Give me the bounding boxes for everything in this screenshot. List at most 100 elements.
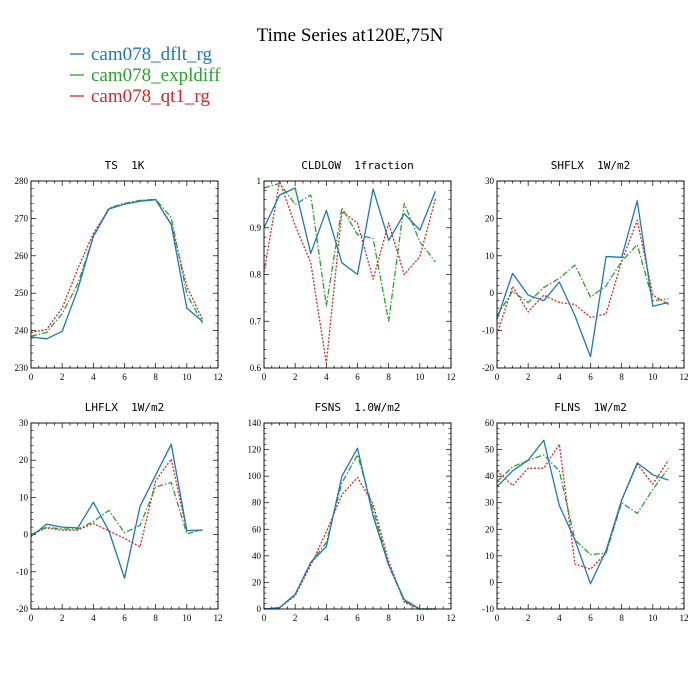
legend: cam078_dflt_rg cam078_expldiff cam078_qt… — [70, 44, 221, 107]
series-line-cam078_expldiff — [30, 481, 203, 536]
x-tick-label: 10 — [648, 372, 658, 382]
x-tick-label: 6 — [588, 372, 593, 382]
x-tick-label: 8 — [386, 372, 391, 382]
series-line-cam078_qt1_rg — [263, 180, 437, 364]
y-tick-label: 30 — [485, 498, 495, 508]
y-tick-label: -10 — [16, 567, 28, 577]
panel-0: TS 1K 0 2 4 6 8 10 12 230 240 250 260 270 280 — [15, 159, 223, 382]
x-tick-label: 12 — [447, 613, 456, 623]
y-tick-label: 240 — [15, 326, 29, 336]
legend-label-1: cam078_expldiff — [91, 65, 221, 86]
plot-frame — [263, 180, 452, 369]
x-tick-label: 10 — [182, 613, 192, 623]
x-tick-label: 4 — [91, 372, 96, 382]
y-tick-label: 0 — [24, 530, 29, 540]
y-tick-label: 280 — [15, 176, 29, 186]
x-tick-label: 12 — [680, 372, 689, 382]
y-tick-label: 20 — [19, 455, 29, 465]
y-tick-label: 20 — [485, 524, 495, 534]
y-tick-label: 60 — [485, 418, 495, 428]
series-line-cam078_qt1_rg — [263, 476, 436, 610]
series-line-cam078_qt1_rg — [30, 199, 204, 334]
y-tick-label: 0 — [257, 604, 262, 614]
y-tick-label: 30 — [485, 176, 495, 186]
y-tick-label: 0.9 — [250, 223, 262, 233]
y-tick-label: 250 — [15, 288, 29, 298]
series-line-cam078_dflt_rg — [263, 187, 437, 276]
plot-frame — [496, 180, 685, 369]
x-tick-label: 4 — [557, 613, 562, 623]
y-tick-label: 0 — [490, 288, 495, 298]
series-line-cam078_qt1_rg — [496, 443, 669, 570]
x-tick-label: 2 — [293, 613, 298, 623]
x-tick-label: 6 — [122, 613, 127, 623]
y-tick-label: 0.8 — [250, 270, 262, 280]
y-tick-label: 10 — [19, 492, 29, 502]
x-tick-label: 8 — [386, 613, 391, 623]
x-tick-label: 8 — [619, 372, 624, 382]
x-tick-label: 10 — [415, 613, 425, 623]
y-tick-label: 260 — [15, 251, 29, 261]
x-tick-label: 6 — [355, 613, 360, 623]
x-tick-label: 10 — [415, 372, 425, 382]
x-tick-label: 10 — [648, 613, 658, 623]
y-tick-label: 270 — [15, 213, 29, 223]
figure-title: Time Series at120E,75N — [257, 25, 444, 46]
x-tick-label: 12 — [680, 613, 689, 623]
y-tick-label: 20 — [485, 213, 495, 223]
y-tick-label: 20 — [252, 577, 262, 587]
x-tick-label: 0 — [29, 372, 34, 382]
y-tick-label: 1 — [257, 176, 262, 186]
series-line-cam078_qt1_rg — [30, 458, 203, 548]
panel-1: CLDLOW 1fraction 0 2 4 6 8 10 12 0.6 0.7 0.8 0.9 1 — [250, 159, 456, 382]
series-line-cam078_expldiff — [263, 454, 436, 610]
panel-2: SHFLX 1W/m2 0 2 4 6 8 10 12 -20 -10 0 10 20 30 — [482, 159, 689, 382]
x-tick-label: 8 — [153, 372, 158, 382]
y-tick-label: -10 — [482, 326, 494, 336]
x-tick-label: 2 — [526, 613, 531, 623]
panel-title-5: FLNS 1W/m2 — [554, 401, 627, 414]
series-line-cam078_expldiff — [496, 454, 669, 556]
x-tick-label: 4 — [324, 613, 329, 623]
legend-label-2: cam078_qt1_rg — [91, 86, 210, 107]
plot-frame — [30, 422, 219, 610]
series-line-cam078_dflt_rg — [496, 439, 669, 585]
x-tick-label: 2 — [293, 372, 298, 382]
x-tick-label: 4 — [324, 372, 329, 382]
y-tick-label: 80 — [252, 498, 262, 508]
y-tick-label: 0.6 — [250, 363, 262, 373]
y-tick-label: -10 — [482, 604, 494, 614]
y-tick-label: 60 — [252, 524, 262, 534]
x-tick-label: 6 — [355, 372, 360, 382]
x-tick-label: 0 — [29, 613, 34, 623]
series-line-cam078_expldiff — [496, 243, 669, 316]
x-tick-label: 0 — [262, 372, 267, 382]
series-line-cam078_dflt_rg — [30, 199, 203, 340]
y-tick-label: 50 — [485, 445, 495, 455]
x-tick-label: 2 — [60, 613, 65, 623]
series-line-cam078_dflt_rg — [263, 447, 436, 610]
plot-frame — [30, 180, 219, 369]
y-tick-label: 100 — [248, 471, 262, 481]
panel-title-1: CLDLOW 1fraction — [301, 159, 414, 172]
series-line-cam078_expldiff — [30, 198, 203, 337]
y-tick-label: 230 — [15, 363, 29, 373]
y-tick-label: 10 — [485, 251, 495, 261]
y-tick-label: 0 — [490, 577, 495, 587]
x-tick-label: 12 — [214, 372, 223, 382]
y-tick-label: -20 — [482, 363, 494, 373]
x-tick-label: 10 — [182, 372, 192, 382]
x-tick-label: 2 — [60, 372, 65, 382]
panel-title-4: FSNS 1.0W/m2 — [314, 401, 400, 414]
x-tick-label: 12 — [447, 372, 456, 382]
panel-title-3: LHFLX 1W/m2 — [85, 401, 164, 414]
plot-frame — [263, 422, 452, 610]
x-tick-label: 12 — [214, 613, 223, 623]
panel-title-2: SHFLX 1W/m2 — [551, 159, 630, 172]
x-tick-label: 6 — [588, 613, 593, 623]
x-tick-label: 4 — [557, 372, 562, 382]
